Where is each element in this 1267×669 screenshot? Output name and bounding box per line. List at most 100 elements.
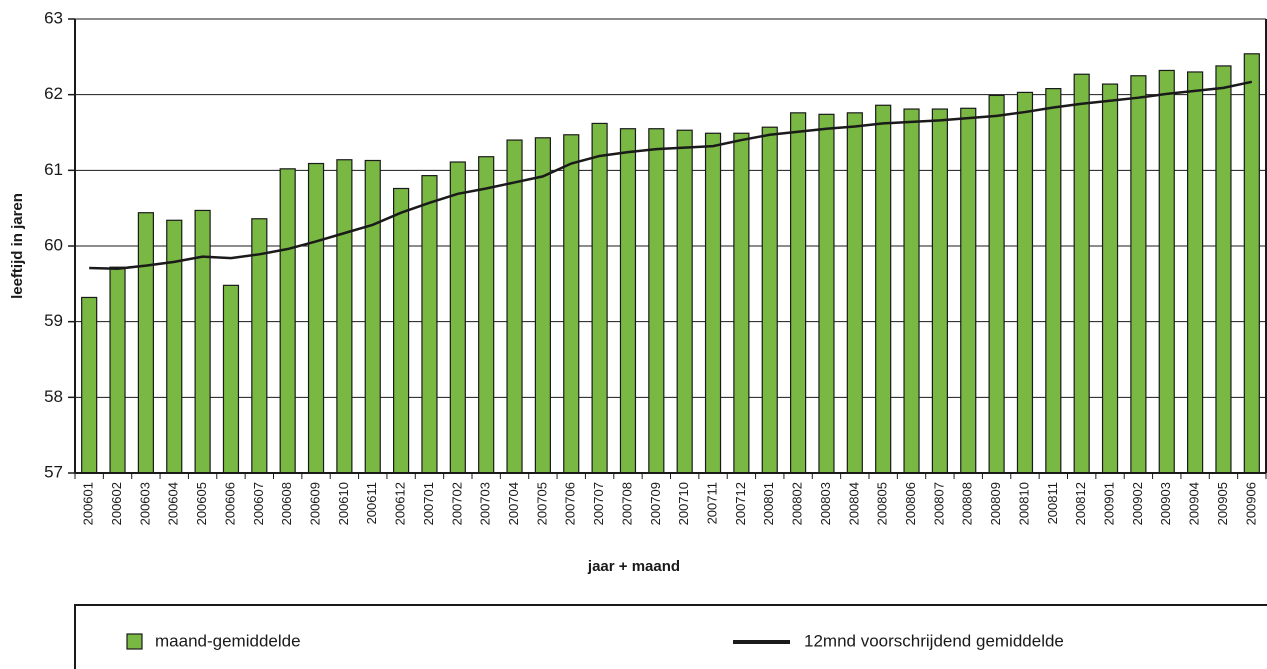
bar: [733, 132, 750, 474]
bar: [1130, 75, 1147, 474]
bar: [761, 126, 778, 474]
line: [89, 80, 1253, 270]
bar: [619, 128, 637, 474]
y-tick-label: 59: [44, 311, 63, 330]
bar: [166, 219, 183, 474]
x-axis-title: jaar + maand: [587, 558, 680, 575]
bar: [307, 162, 325, 474]
x-tick-label: 200906: [1243, 482, 1258, 525]
x-tick-label: 200809: [988, 482, 1003, 525]
bar: [1158, 69, 1175, 474]
legend-label: 12mnd voorschrijdend gemiddelde: [804, 631, 1064, 650]
x-tick-label: 200807: [931, 482, 946, 525]
x-tick-label: 200804: [846, 482, 861, 525]
x-tick-label: 200706: [563, 482, 578, 525]
bar: [279, 168, 296, 474]
y-tick-label: 60: [44, 235, 63, 254]
x-tick-label: 200711: [704, 482, 719, 524]
x-tick-label: 200712: [733, 482, 748, 525]
x-tick-label: 200607: [251, 482, 266, 525]
bar: [251, 218, 268, 474]
x-tick-label: 200812: [1073, 482, 1088, 525]
legend-label: maand-gemiddelde: [155, 631, 301, 650]
y-tick-label: 62: [44, 84, 63, 103]
bar: [988, 94, 1005, 474]
bar: [393, 187, 410, 474]
x-tick-label: 200710: [676, 482, 691, 525]
x-tick-label: 200902: [1130, 482, 1145, 525]
x-tick-label: 200901: [1101, 482, 1116, 525]
bar: [818, 113, 835, 474]
x-tick-label: 200808: [960, 482, 975, 525]
bar: [1243, 53, 1260, 474]
bar: [704, 132, 722, 474]
x-tick-label: 200803: [818, 482, 833, 525]
x-tick-label: 200704: [506, 482, 521, 525]
x-tick-label: 200703: [478, 482, 493, 525]
bar: [790, 112, 807, 474]
bar: [478, 156, 495, 474]
bar: [1215, 65, 1232, 474]
x-tick-label: 200802: [790, 482, 805, 525]
bar: [591, 122, 608, 474]
x-tick-label: 200610: [336, 482, 351, 525]
x-tick-label: 200701: [421, 482, 436, 525]
bar: [1016, 91, 1034, 474]
bar: [222, 284, 240, 474]
bar: [1045, 88, 1062, 474]
bar: [1101, 83, 1119, 474]
bar: [648, 128, 665, 474]
legend-box: [74, 604, 1267, 669]
x-tick-label: 200601: [81, 482, 96, 525]
x-tick-label: 200605: [194, 482, 209, 525]
x-tick-label: 200903: [1158, 482, 1173, 525]
bar: [960, 107, 977, 474]
bar: [846, 112, 863, 474]
x-tick-label: 200602: [109, 482, 124, 525]
bar: [903, 108, 920, 474]
bar: [534, 137, 551, 474]
bar: [421, 175, 438, 474]
y-axis-title: leeftijd in jaren: [9, 193, 26, 299]
bar: [1187, 71, 1204, 474]
bar: [563, 134, 580, 474]
x-tick-label: 200811: [1045, 482, 1060, 524]
bar: [109, 266, 126, 474]
x-tick-label: 200904: [1187, 482, 1202, 525]
x-tick-label: 200603: [137, 482, 152, 525]
bar: [506, 139, 523, 474]
bar: [336, 159, 353, 474]
x-tick-label: 200709: [648, 482, 663, 525]
y-tick-label: 58: [44, 387, 63, 406]
bar: [1073, 73, 1090, 474]
x-tick-label: 200609: [307, 482, 322, 525]
bar: [364, 159, 381, 474]
x-tick-label: 200905: [1215, 482, 1230, 525]
x-tick-label: 200805: [875, 482, 890, 525]
bar: [875, 104, 892, 474]
legend-swatch: [126, 633, 143, 650]
x-tick-label: 200612: [393, 482, 408, 525]
x-tick-label: 200705: [534, 482, 549, 525]
x-tick-label: 200604: [166, 482, 181, 525]
x-tick-label: 200611: [364, 482, 379, 524]
bar: [137, 212, 154, 474]
x-tick-label: 200810: [1016, 482, 1031, 525]
x-tick-label: 200707: [591, 482, 606, 525]
x-tick-label: 200801: [761, 482, 776, 525]
x-tick-label: 200606: [222, 482, 237, 525]
bar: [676, 129, 693, 474]
y-tick-label: 57: [44, 462, 63, 481]
x-tick-label: 200608: [279, 482, 294, 525]
y-tick-label: 61: [44, 160, 63, 179]
x-tick-label: 200708: [619, 482, 634, 525]
bar: [194, 209, 211, 474]
bar: [449, 161, 466, 474]
bar: [81, 296, 98, 474]
x-tick-label: 200702: [449, 482, 464, 525]
bar: [931, 108, 948, 474]
x-tick-label: 200806: [903, 482, 918, 525]
y-tick-label: 63: [44, 8, 63, 27]
